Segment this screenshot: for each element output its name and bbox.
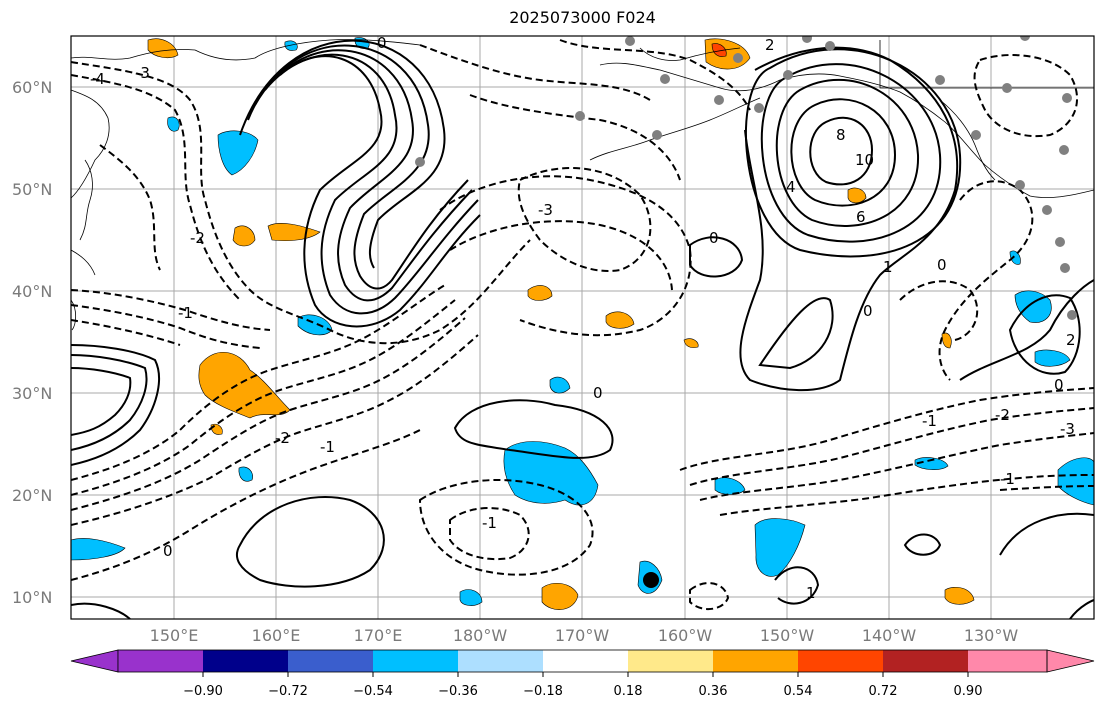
contour-label-group: 0 -2 -3 -4 2 8 10 6 4 1 0 -1 -2 -3 -1 0 … [90, 34, 1076, 602]
colorbar-tick-label: −0.72 [268, 684, 308, 699]
colorbar-tick-label: −0.36 [438, 684, 478, 699]
colorbar-tick-label: 0.90 [953, 684, 983, 699]
contour-label: 0 [1054, 376, 1064, 394]
lat-label: 50°N [12, 180, 53, 199]
contour-label: -3 [538, 201, 553, 219]
contour-label: -2 [190, 229, 205, 247]
contour-label: -2 [275, 429, 290, 447]
contour-label: 8 [836, 126, 846, 144]
colorbar-segment [458, 650, 543, 672]
colorbar-tick-label: −0.54 [353, 684, 393, 699]
contour-lines [71, 39, 1094, 619]
colorbar [70, 649, 1095, 677]
lon-label: 150°W [759, 626, 815, 645]
contour-label: 0 [863, 302, 873, 320]
station-markers [415, 36, 1077, 320]
colorbar-extend-high [1046, 649, 1095, 673]
negative-contours [71, 39, 1094, 610]
contour-label: 0 [709, 229, 719, 247]
contour-label: 0 [377, 34, 387, 52]
position-marker [643, 572, 659, 588]
colorbar-segment [968, 650, 1047, 672]
coastlines [71, 39, 1094, 331]
lon-label: 150°E [149, 626, 199, 645]
colorbar-tick-label: 0.18 [613, 684, 643, 699]
colorbar-tick-label: −0.18 [523, 684, 563, 699]
contour-label: 1 [883, 258, 893, 276]
colorbar-segment [543, 650, 628, 672]
lat-label: 60°N [12, 78, 53, 97]
colorbar-frame [117, 649, 1048, 673]
lon-label: 160°E [251, 626, 301, 645]
contour-label: -1 [482, 514, 497, 532]
contour-label: 2 [765, 36, 775, 54]
lon-label: 170°E [353, 626, 403, 645]
shaded-anomalies [71, 37, 1094, 610]
contour-label: -2 [995, 406, 1010, 424]
contour-label: 0 [593, 384, 603, 402]
contour-label: 6 [856, 208, 866, 226]
colorbar-segment [203, 650, 288, 672]
map-frame [70, 35, 1095, 620]
lon-label: 160°W [657, 626, 713, 645]
contour-label: 1 [806, 584, 816, 602]
lon-label: 170°W [554, 626, 610, 645]
colorbar-segment [883, 650, 968, 672]
colorbar-extend-low [70, 649, 119, 673]
lat-label: 10°N [12, 588, 53, 607]
map-title: 2025073000 F024 [509, 8, 656, 27]
colorbar-segment [118, 650, 203, 672]
colorbar-segment [628, 650, 713, 672]
colorbar-segment [288, 650, 373, 672]
contour-label: 0 [937, 256, 947, 274]
colorbar-segment [798, 650, 883, 672]
contour-label: -3 [135, 64, 150, 82]
lon-label: 130°W [963, 626, 1019, 645]
contour-label: 0 [163, 542, 173, 560]
contour-label: -3 [1060, 420, 1075, 438]
contour-label: -1 [178, 304, 193, 322]
colorbar-segment [713, 650, 798, 672]
colorbar-segment [373, 650, 458, 672]
lat-label: 20°N [12, 486, 53, 505]
lat-label: 40°N [12, 282, 53, 301]
lat-label: 30°N [12, 384, 53, 403]
contour-label: -4 [90, 70, 105, 88]
lon-label: 140°W [861, 626, 917, 645]
colorbar-tick-label: 0.72 [868, 684, 898, 699]
colorbar-tick-label: 0.54 [783, 684, 813, 699]
contour-label: 10 [855, 151, 874, 169]
contour-label: -1 [320, 438, 335, 456]
lon-label: 180°W [452, 626, 508, 645]
colorbar-tick-label: −0.90 [183, 684, 223, 699]
contour-label: 4 [786, 178, 796, 196]
colorbar-tick-label: 0.36 [698, 684, 728, 699]
contour-label: 2 [1066, 331, 1076, 349]
contour-label: -1 [1000, 470, 1015, 488]
contour-label: -1 [922, 412, 937, 430]
